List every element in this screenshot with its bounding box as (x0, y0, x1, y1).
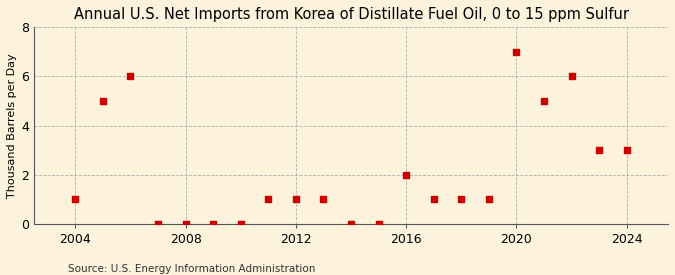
Point (456, 197, 466, 202)
Point (483, 197, 494, 202)
Point (373, 222, 384, 226)
Point (97, 99, 108, 103)
Point (594, 148, 605, 152)
Point (621, 148, 632, 152)
Point (401, 173, 412, 177)
Point (208, 222, 219, 226)
Point (236, 222, 246, 226)
Point (180, 222, 191, 226)
Point (153, 222, 163, 226)
Point (511, 50, 522, 54)
Point (429, 197, 439, 202)
Text: Source: U.S. Energy Information Administration: Source: U.S. Energy Information Administ… (68, 264, 315, 274)
Point (263, 197, 273, 202)
Y-axis label: Thousand Barrels per Day: Thousand Barrels per Day (7, 53, 17, 198)
Point (566, 74, 577, 79)
Point (125, 74, 136, 79)
Point (290, 197, 301, 202)
Point (318, 197, 329, 202)
Point (539, 99, 549, 103)
Point (346, 222, 356, 226)
Point (70, 197, 81, 202)
Title: Annual U.S. Net Imports from Korea of Distillate Fuel Oil, 0 to 15 ppm Sulfur: Annual U.S. Net Imports from Korea of Di… (74, 7, 628, 22)
